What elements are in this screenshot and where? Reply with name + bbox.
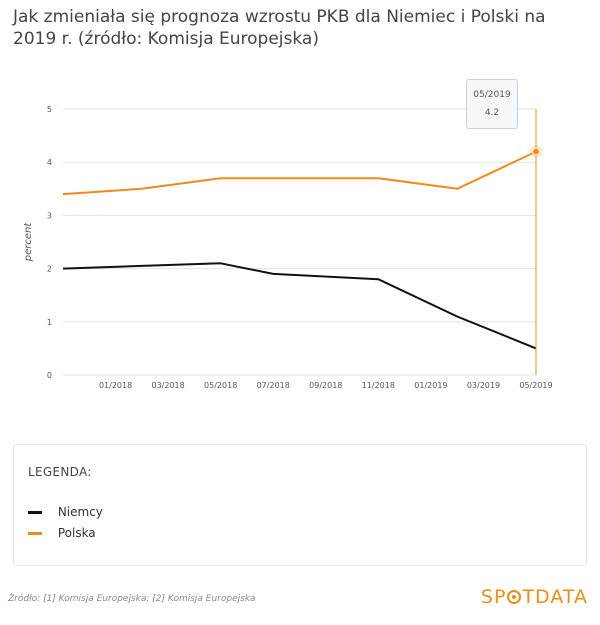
legend-swatch bbox=[28, 511, 42, 514]
series-lines bbox=[62, 150, 537, 350]
x-tick-label: 03/2019 bbox=[467, 381, 500, 390]
x-tick-labels: 01/2018 03/2018 05/2018 07/2018 09/2018 11/20… bbox=[99, 381, 553, 390]
hover-marker bbox=[530, 145, 542, 158]
x-tick-label: 11/2018 bbox=[362, 381, 395, 390]
y-tick-labels: 0 1 2 3 4 5 bbox=[47, 105, 52, 380]
series-line-polska bbox=[62, 150, 537, 196]
chart-title: Jak zmieniała się prognoza wzrostu PKB d… bbox=[13, 7, 546, 49]
y-tick-label: 0 bbox=[47, 371, 52, 380]
gridlines bbox=[63, 108, 536, 376]
y-tick-label: 5 bbox=[47, 105, 52, 114]
legend-label: Polska bbox=[57, 526, 96, 540]
legend-label: Niemcy bbox=[57, 505, 103, 519]
tooltip-value: 4.2 bbox=[484, 108, 500, 118]
x-tick-label: 05/2018 bbox=[204, 381, 237, 390]
y-axis-label: percent bbox=[23, 222, 34, 263]
source-note: Źródło: [1] Komisja Europejska; [2] Komi… bbox=[8, 594, 256, 604]
y-tick-label: 2 bbox=[47, 265, 52, 274]
legend-swatch bbox=[28, 532, 42, 535]
chart-tooltip: 05/2019 4.2 bbox=[466, 79, 518, 129]
series-line-niemcy bbox=[62, 262, 537, 350]
tooltip-date: 05/2019 bbox=[473, 90, 511, 100]
legend-item-niemcy[interactable]: Niemcy bbox=[28, 505, 103, 519]
brand-logo: SP TDATA bbox=[480, 586, 588, 608]
x-tick-label: 01/2018 bbox=[99, 381, 132, 390]
x-tick-label: 03/2018 bbox=[151, 381, 184, 390]
x-tick-label: 07/2018 bbox=[257, 381, 290, 390]
x-tick-label: 05/2019 bbox=[519, 381, 552, 390]
y-tick-label: 1 bbox=[47, 318, 52, 327]
line-chart: 0 1 2 3 4 5 01/2018 03/2018 05/2018 07/2018 09/20… bbox=[23, 105, 553, 390]
x-tick-label: 09/2018 bbox=[309, 381, 342, 390]
hover-marker-point bbox=[532, 147, 540, 156]
legend: LEGENDA: Niemcy Polska bbox=[13, 444, 587, 566]
legend-item-polska[interactable]: Polska bbox=[28, 526, 96, 540]
y-tick-label: 3 bbox=[47, 211, 52, 220]
brand-o-icon bbox=[507, 590, 522, 604]
x-tick-label: 01/2019 bbox=[414, 381, 447, 390]
y-tick-label: 4 bbox=[47, 158, 52, 167]
legend-title: LEGENDA: bbox=[28, 465, 92, 479]
